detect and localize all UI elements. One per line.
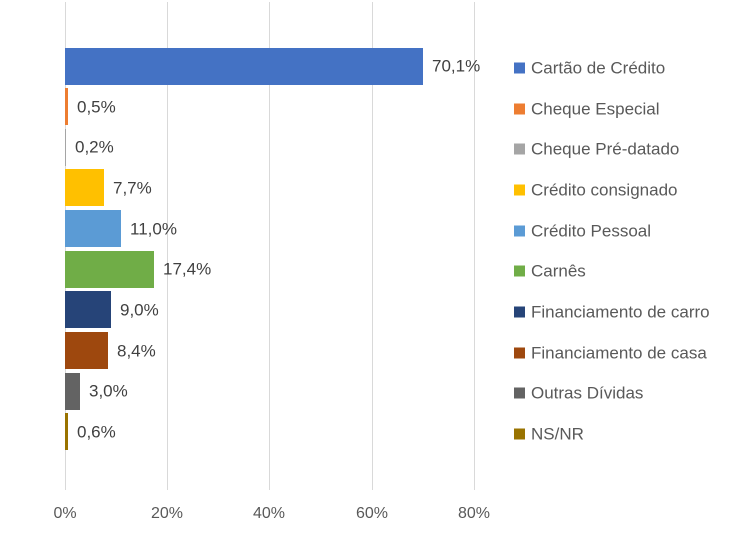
x-tick-label: 0%: [53, 505, 77, 522]
bar-value-label: 0,2%: [75, 137, 114, 157]
gridline-60%: [372, 2, 373, 490]
legend-label: Cheque Especial: [531, 99, 660, 119]
bar: [65, 129, 66, 166]
legend-label: Outras Dívidas: [531, 383, 644, 403]
legend-label: Financiamento de carro: [531, 302, 710, 322]
legend-label: Carnês: [531, 261, 586, 281]
bar-value-label: 3,0%: [89, 381, 128, 401]
legend-item: Financiamento de casa: [514, 345, 707, 362]
legend-label: Cheque Pré-datado: [531, 139, 680, 159]
bar: [65, 291, 111, 328]
bar: [65, 48, 423, 85]
legend-item: Cartão de Crédito: [514, 60, 665, 77]
bar-value-label: 17,4%: [163, 259, 212, 279]
legend-swatch: [514, 62, 525, 74]
bar: [65, 413, 68, 450]
legend-swatch: [514, 225, 525, 237]
gridline-80%: [474, 2, 475, 490]
bar-value-label: 0,6%: [77, 422, 116, 442]
legend-item: NS/NR: [514, 426, 584, 443]
legend-item: Carnês: [514, 263, 586, 280]
x-tick-label: 20%: [150, 505, 184, 522]
x-tick-label: 60%: [355, 505, 389, 522]
legend-item: Outras Dívidas: [514, 385, 643, 402]
bar: [65, 332, 108, 369]
legend-label: Financiamento de casa: [531, 343, 707, 363]
legend-item: Crédito consignado: [514, 182, 677, 199]
gridline-40%: [269, 2, 270, 490]
bar: [65, 251, 154, 288]
bar: [65, 88, 68, 125]
bar-value-label: 8,4%: [117, 341, 156, 361]
legend-swatch: [514, 306, 525, 318]
legend-swatch: [514, 428, 525, 440]
x-tick-label: 80%: [457, 505, 491, 522]
legend-item: Financiamento de carro: [514, 304, 710, 321]
bar-value-label: 7,7%: [113, 178, 152, 198]
legend-swatch: [514, 143, 525, 155]
legend-item: Crédito Pessoal: [514, 223, 651, 240]
legend-label: Cartão de Crédito: [531, 58, 666, 78]
legend-swatch: [514, 184, 525, 196]
bar-value-label: 11,0%: [130, 219, 177, 239]
x-tick-label: 40%: [252, 505, 286, 522]
legend-label: Crédito Pessoal: [531, 221, 652, 241]
legend-swatch: [514, 387, 525, 399]
bar: [65, 210, 121, 247]
legend-swatch: [514, 103, 525, 115]
legend-item: Cheque Especial: [514, 101, 660, 118]
bar-value-label: 9,0%: [120, 300, 159, 320]
bar-value-label: 0,5%: [77, 97, 116, 117]
gridline-20%: [167, 2, 168, 490]
bar: [65, 169, 104, 206]
legend-swatch: [514, 265, 525, 277]
legend-item: Cheque Pré-datado: [514, 141, 679, 158]
legend-label: NS/NR: [531, 424, 584, 444]
legend-label: Crédito consignado: [531, 180, 678, 200]
bar: [65, 373, 80, 410]
legend-swatch: [514, 347, 525, 359]
bar-value-label: 70,1%: [432, 56, 481, 76]
